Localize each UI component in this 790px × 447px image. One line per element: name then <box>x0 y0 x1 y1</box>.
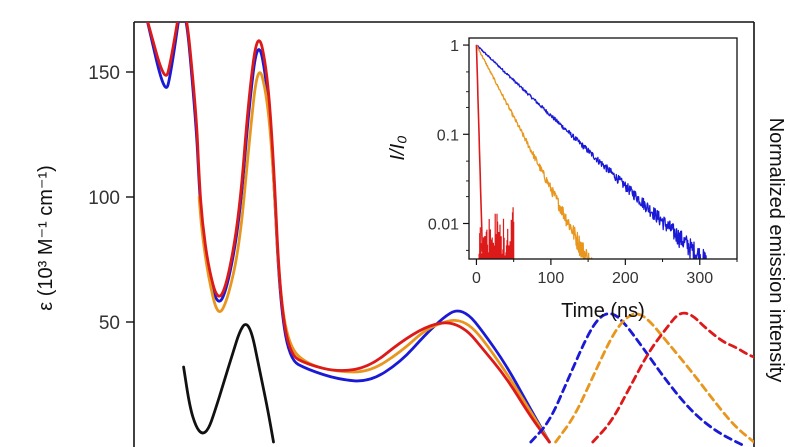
inset-x-tick-label: 100 <box>538 270 565 287</box>
emission-series-line-5 <box>554 312 754 444</box>
y-tick-label: 100 <box>88 188 120 209</box>
inset-y-tick-label: 0.1 <box>437 127 459 144</box>
inset-plot-area <box>475 44 707 259</box>
inset-decay-trace-2 <box>475 45 484 252</box>
inset-x-tick-label: 0 <box>472 270 481 287</box>
inset-decay-trace-1 <box>475 44 593 259</box>
inset-x-tick-label: 300 <box>686 270 713 287</box>
emission-series-line-4 <box>529 312 743 446</box>
inset-frame <box>468 37 738 260</box>
inset-ticks: 0 100 200 300 1 0.1 0.01 <box>428 38 738 287</box>
y-axis-label-right: Normalized emission intensity <box>765 118 787 383</box>
inset-x-tick-label: 200 <box>612 270 639 287</box>
inset-y-tick-label: 1 <box>450 38 459 55</box>
inset-y-tick-label: 0.01 <box>428 216 459 233</box>
y-tick-label: 50 <box>99 313 120 334</box>
y-tick-label: 150 <box>88 63 120 84</box>
main-plot-area <box>146 22 754 446</box>
inset-x-axis-label: Time (ns) <box>561 300 645 322</box>
inset-y-axis-label: I/I₀ <box>387 135 409 160</box>
emission-series-line-6 <box>591 311 754 444</box>
absorption-series-line-3 <box>182 323 275 444</box>
main-y-ticks: 50 100 150 <box>88 63 134 334</box>
inset-background <box>469 38 737 259</box>
y-axis-label-left: ε (10³ M⁻¹ cm⁻¹) <box>35 165 57 311</box>
inset-decay-trace-0 <box>476 44 707 259</box>
absorption-series-line-2 <box>146 22 551 444</box>
